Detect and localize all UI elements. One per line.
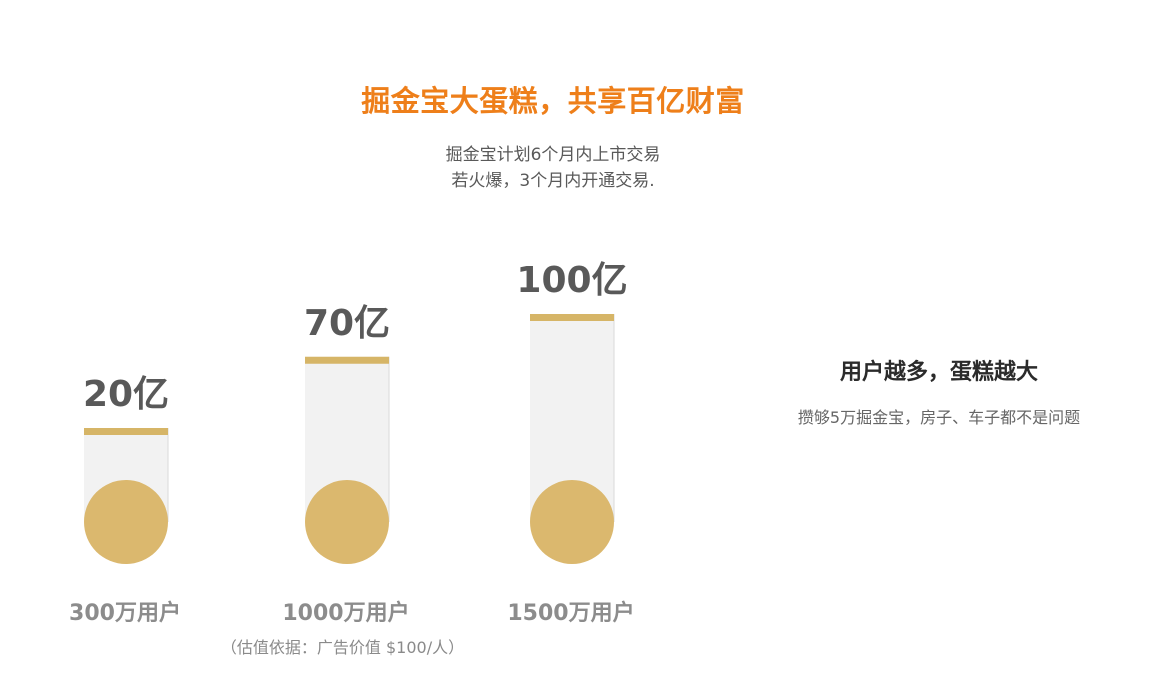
tube-cap (305, 356, 389, 364)
gold-ball (530, 480, 614, 564)
side-text: 攒够5万掘金宝，房子、车子都不是问题 (797, 408, 1081, 427)
valuation-note: （估值依据：广告价值 $100/人） (220, 638, 465, 657)
value-label: 100亿 (516, 260, 627, 301)
value-label: 20亿 (83, 374, 169, 415)
gold-ball (305, 480, 389, 564)
side-heading: 用户越多，蛋糕越大 (839, 360, 1038, 385)
gold-ball (84, 480, 168, 564)
tube-cap (530, 314, 614, 321)
page-title: 掘金宝大蛋糕，共享百亿财富 (361, 84, 745, 118)
subtitle-line-2: 若火爆，3个月内开通交易. (451, 171, 655, 191)
category-label: 1000万用户 (282, 600, 409, 626)
tube-cap (84, 428, 168, 435)
category-label: 300万用户 (69, 600, 181, 626)
subtitle-line-1: 掘金宝计划6个月内上市交易 (445, 145, 661, 165)
category-label: 1500万用户 (507, 600, 634, 626)
value-label: 70亿 (304, 303, 390, 344)
page-subtitle: 掘金宝计划6个月内上市交易 若火爆，3个月内开通交易. (0, 142, 1106, 194)
